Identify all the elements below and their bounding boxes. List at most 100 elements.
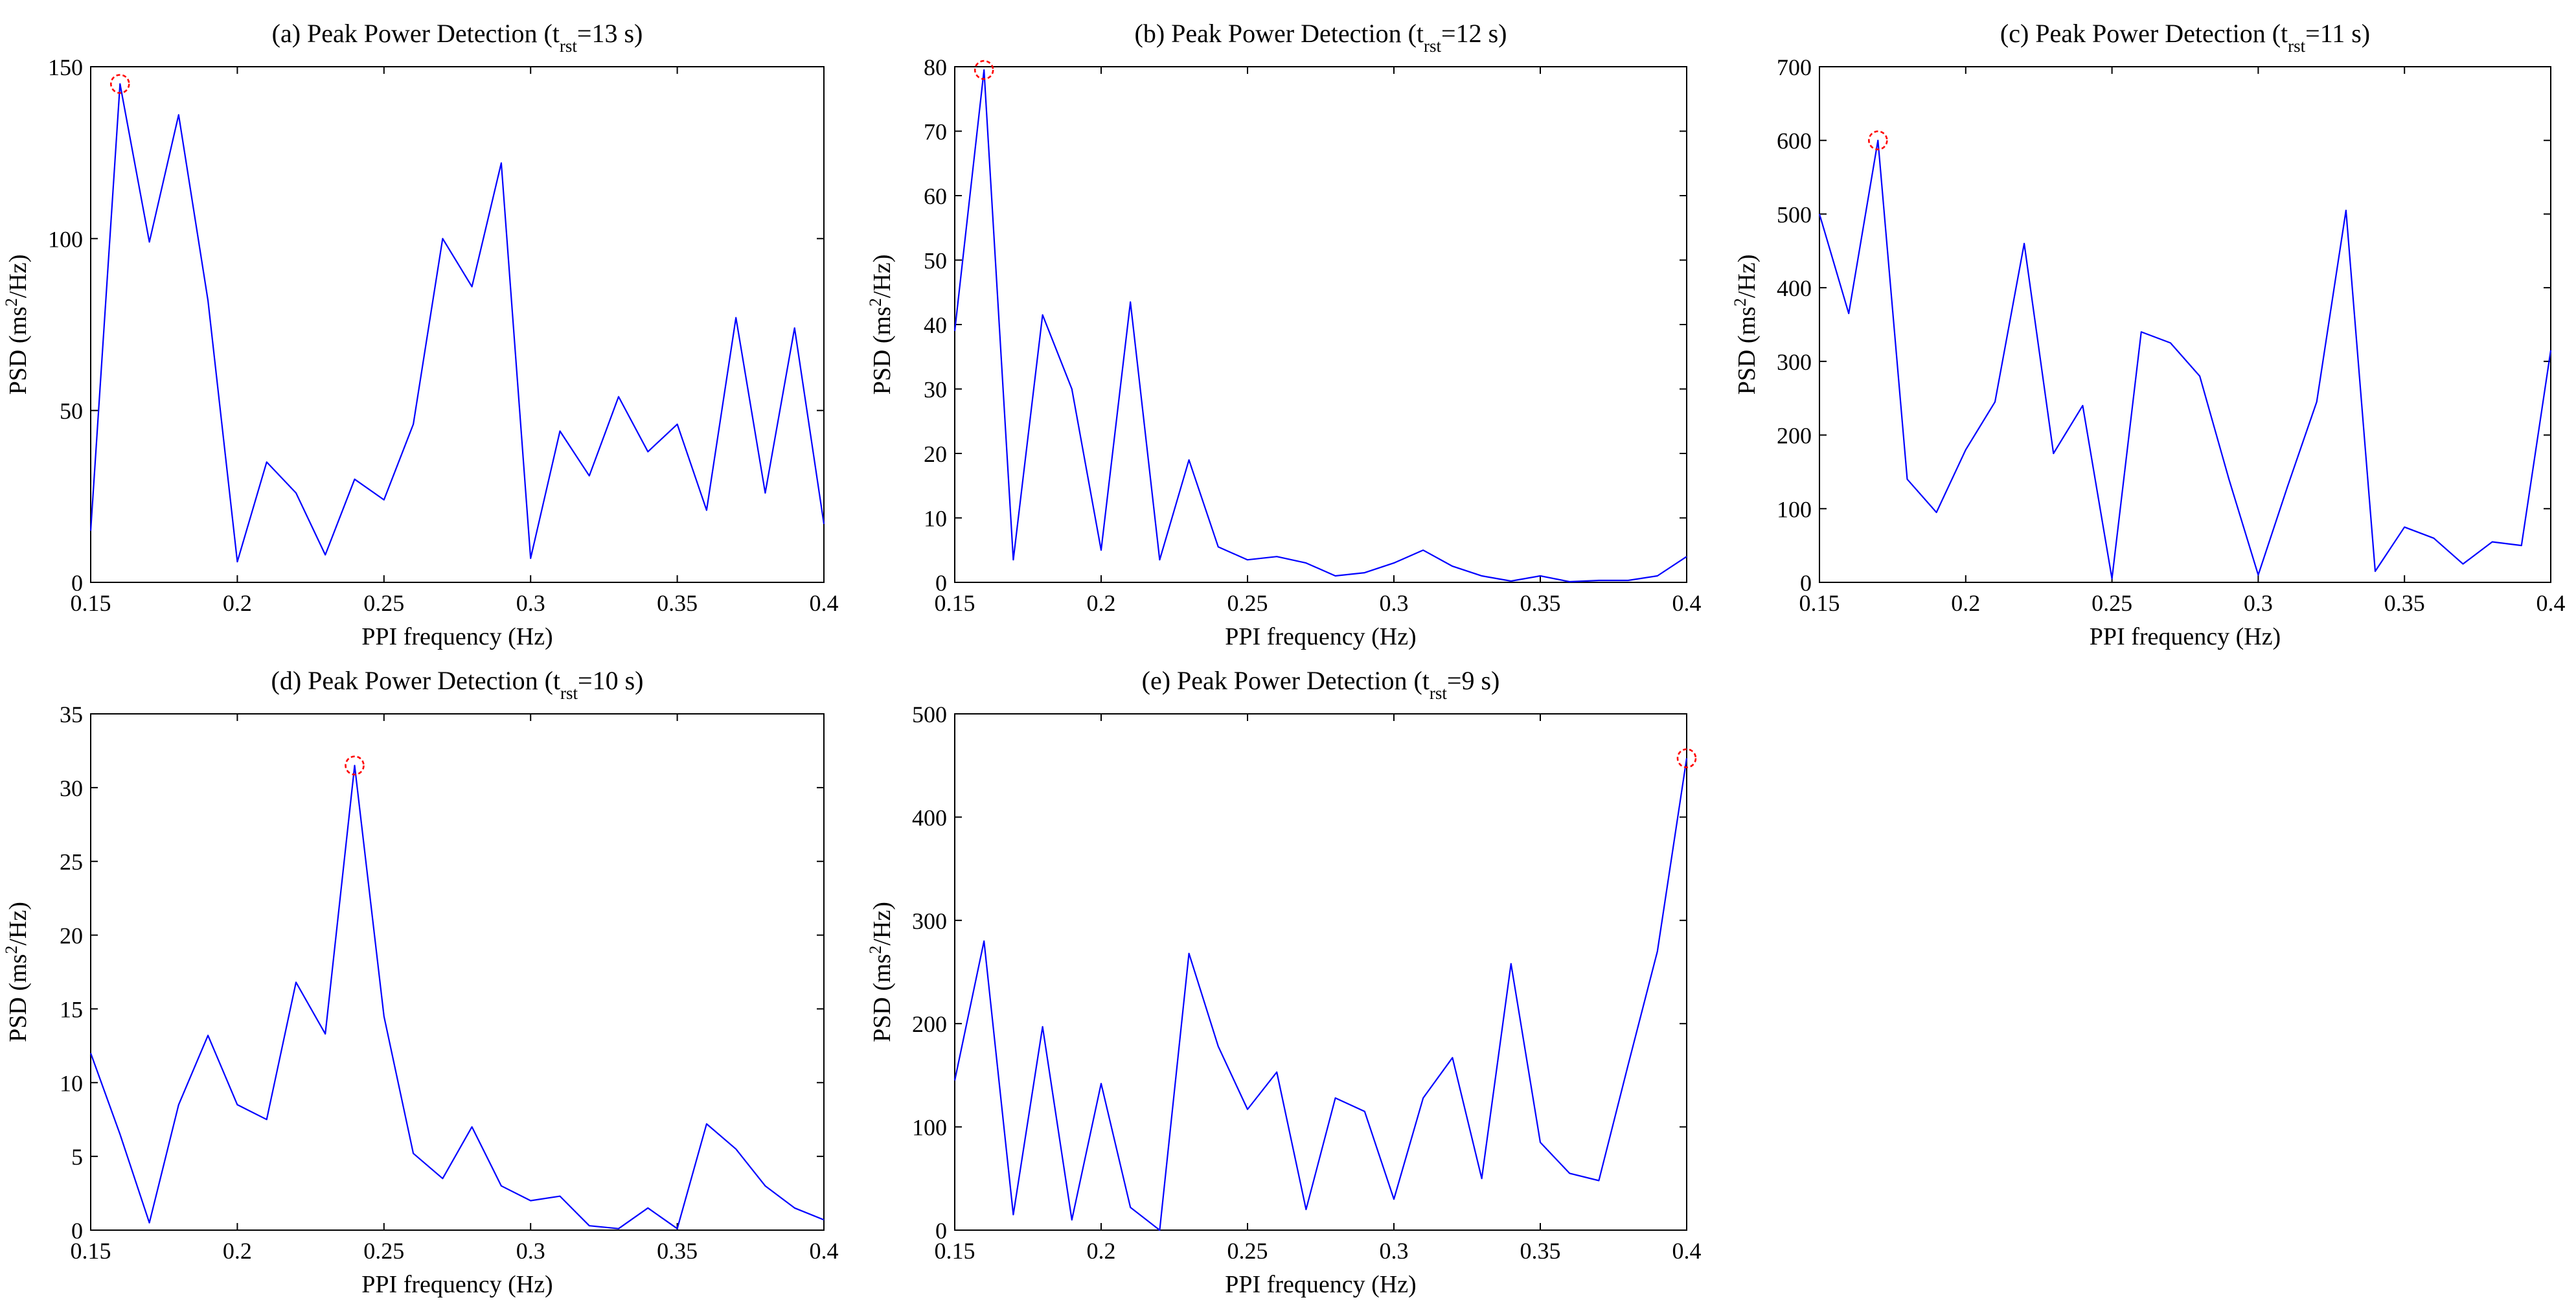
x-tick-label: 0.15 xyxy=(935,1238,975,1264)
y-tick-label: 100 xyxy=(48,226,83,252)
y-tick-label: 0 xyxy=(935,1218,947,1244)
x-tick-label: 0.35 xyxy=(1520,1238,1561,1264)
subplot-c: (c) Peak Power Detection (trst=11 s) 0.15… xyxy=(1731,19,2566,650)
x-axis-label: PPI frequency (Hz) xyxy=(1225,623,1416,650)
psd-series-line xyxy=(1818,139,2552,580)
x-tick-label: 0.35 xyxy=(1520,590,1561,616)
x-tick-label: 0.4 xyxy=(810,1238,839,1264)
subplot-b: (b) Peak Power Detection (trst=12 s) 0.15… xyxy=(866,19,1702,650)
x-tick-label: 0.2 xyxy=(223,1238,252,1264)
title-suffix: =12 s) xyxy=(1441,19,1507,48)
x-tick-label: 0.3 xyxy=(516,590,545,616)
y-tick-label: 700 xyxy=(1777,54,1812,80)
x-tick-label: 0.25 xyxy=(1227,590,1268,616)
y-tick-label: 300 xyxy=(912,908,947,934)
y-tick-label: 300 xyxy=(1777,349,1812,375)
chart-title: (e) Peak Power Detection (trst=9 s) xyxy=(1142,666,1500,703)
y-tick-label: 5 xyxy=(71,1144,83,1170)
ylabel-prefix: PSD (ms xyxy=(869,954,896,1042)
title-subscript: rst xyxy=(560,683,578,703)
title-prefix: (b) Peak Power Detection (t xyxy=(1135,19,1424,48)
x-axis-label: PPI frequency (Hz) xyxy=(1225,1271,1416,1298)
y-tick-label: 10 xyxy=(60,1070,83,1096)
ylabel-superscript: 2 xyxy=(866,946,885,954)
ylabel-prefix: PSD (ms xyxy=(5,954,32,1042)
y-axis-label: PSD (ms2/Hz) xyxy=(2,902,32,1042)
y-tick-label: 20 xyxy=(924,441,947,467)
x-tick-label: 0.35 xyxy=(2384,590,2425,616)
chart-title: (a) Peak Power Detection (trst=13 s) xyxy=(272,19,643,56)
x-tick-label: 0.4 xyxy=(1672,1238,1702,1264)
y-tick-label: 400 xyxy=(912,805,947,830)
x-tick-label: 0.2 xyxy=(1951,590,1980,616)
y-tick-label: 400 xyxy=(1777,275,1812,301)
title-suffix: =9 s) xyxy=(1447,666,1499,695)
x-axis-label: PPI frequency (Hz) xyxy=(2090,623,2281,650)
y-tick-label: 0 xyxy=(71,1218,83,1244)
peak-marker xyxy=(345,755,365,775)
title-prefix: (d) Peak Power Detection (t xyxy=(271,666,561,695)
x-tick-label: 0.3 xyxy=(2244,590,2273,616)
x-tick-label: 0.3 xyxy=(1380,590,1409,616)
peak-marker xyxy=(974,60,994,80)
x-tick-label: 0.2 xyxy=(1087,1238,1116,1264)
x-tick-label: 0.3 xyxy=(516,1238,545,1264)
chart-title: (d) Peak Power Detection (trst=10 s) xyxy=(271,666,644,703)
title-suffix: =11 s) xyxy=(2305,19,2370,48)
x-tick-label: 0.15 xyxy=(71,590,111,616)
y-axis-label: PSD (ms2/Hz) xyxy=(1731,255,1761,395)
y-tick-label: 100 xyxy=(912,1115,947,1141)
x-tick-label: 0.15 xyxy=(71,1238,111,1264)
y-tick-label: 30 xyxy=(924,377,947,403)
peak-marker xyxy=(1676,748,1697,768)
y-tick-label: 40 xyxy=(924,312,947,338)
ylabel-superscript: 2 xyxy=(866,298,885,306)
axes-frame xyxy=(90,66,825,583)
y-tick-label: 25 xyxy=(60,849,83,875)
x-tick-label: 0.35 xyxy=(657,590,698,616)
ylabel-prefix: PSD (ms xyxy=(5,306,32,394)
y-tick-label: 600 xyxy=(1777,128,1812,154)
title-subscript: rst xyxy=(2288,36,2305,56)
y-tick-label: 500 xyxy=(1777,201,1812,227)
y-tick-label: 70 xyxy=(924,119,947,145)
x-tick-label: 0.2 xyxy=(223,590,252,616)
y-axis-label: PSD (ms2/Hz) xyxy=(866,902,896,1042)
x-tick-label: 0.25 xyxy=(2092,590,2132,616)
y-tick-label: 80 xyxy=(924,54,947,80)
x-tick-label: 0.25 xyxy=(363,1238,404,1264)
y-tick-label: 10 xyxy=(924,506,947,532)
title-subscript: rst xyxy=(560,36,577,56)
y-tick-label: 60 xyxy=(924,183,947,209)
y-axis-label: PSD (ms2/Hz) xyxy=(2,255,32,395)
axes-frame xyxy=(1819,66,2551,583)
title-suffix: =10 s) xyxy=(578,666,643,695)
ylabel-suffix: /Hz) xyxy=(5,255,32,299)
ylabel-suffix: /Hz) xyxy=(5,902,32,946)
x-tick-label: 0.25 xyxy=(1227,1238,1268,1264)
y-tick-label: 0 xyxy=(935,570,947,596)
ylabel-suffix: /Hz) xyxy=(869,255,896,299)
psd-series-line xyxy=(953,69,1687,583)
x-tick-label: 0.15 xyxy=(1799,590,1840,616)
subplot-e: (e) Peak Power Detection (trst=9 s)0.15 0… xyxy=(866,666,1702,1298)
y-tick-label: 100 xyxy=(1777,496,1812,522)
y-tick-label: 0 xyxy=(1800,570,1812,596)
y-tick-label: 15 xyxy=(60,996,83,1022)
subplot-d: (d) Peak Power Detection (trst=10 s) 0.15… xyxy=(2,666,839,1298)
chart-title: (c) Peak Power Detection (trst=11 s) xyxy=(2000,19,2370,56)
psd-series-line xyxy=(89,764,825,1229)
y-tick-label: 50 xyxy=(60,398,83,424)
y-tick-label: 30 xyxy=(60,775,83,801)
x-tick-label: 0.4 xyxy=(1672,590,1702,616)
psd-series-line xyxy=(953,758,1688,1231)
y-tick-label: 50 xyxy=(924,248,947,274)
ylabel-suffix: /Hz) xyxy=(1733,255,1761,299)
x-tick-label: 0.25 xyxy=(363,590,404,616)
ylabel-prefix: PSD (ms xyxy=(869,306,896,394)
title-subscript: rst xyxy=(1424,36,1441,56)
y-tick-label: 35 xyxy=(60,702,83,727)
x-axis-label: PPI frequency (Hz) xyxy=(361,623,553,650)
axes-frame xyxy=(90,713,825,1231)
